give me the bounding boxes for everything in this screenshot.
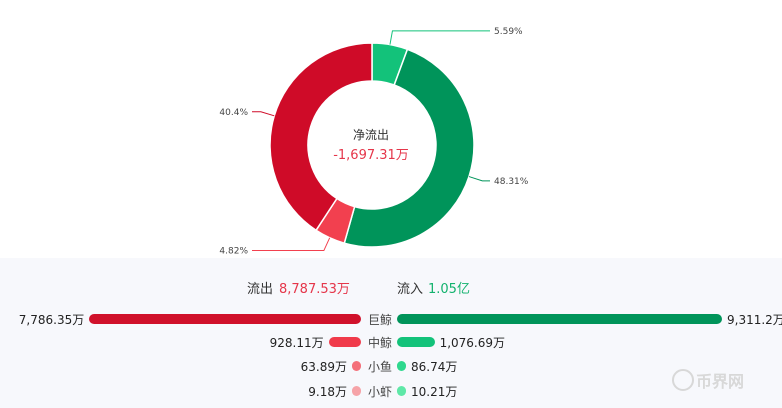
- donut-leader-line-2: [252, 237, 331, 252]
- inflow-total: 1.05亿: [428, 282, 470, 297]
- category-label-2: 小鱼: [368, 360, 393, 374]
- inflow-value-0: 9,311.2万: [727, 313, 782, 327]
- outflow-title: 流出: [247, 282, 274, 297]
- donut-slice-3: [269, 42, 373, 232]
- donut-slice-1: [343, 48, 475, 248]
- donut-leader-line-0: [389, 30, 490, 45]
- outflow-bar-3: [352, 386, 361, 396]
- donut-slice-label-1: 48.31%: [494, 177, 529, 187]
- category-label-0: 巨鲸: [368, 313, 393, 327]
- outflow-value-0: 7,786.35万: [18, 313, 85, 327]
- donut-center-label: 净流出: [352, 128, 389, 142]
- donut-slice-label-3: 40.4%: [219, 108, 248, 118]
- category-label-1: 中鲸: [368, 336, 393, 350]
- donut-chart-area: 5.59% 48.31% 4.82% 40.4% 净流出 -1,697.31万: [219, 26, 529, 257]
- donut-leader-line-3: [252, 111, 275, 117]
- inflow-bar-0: [397, 314, 722, 324]
- outflow-total: 8,787.53万: [279, 282, 350, 297]
- inflow-bar-1: [397, 337, 435, 347]
- inflow-bar-3: [397, 386, 406, 396]
- donut-slice-label-0: 5.59%: [494, 27, 523, 37]
- bitcoin-icon: [672, 369, 694, 391]
- inflow-value-1: 1,076.69万: [439, 336, 506, 350]
- watermark-logo-text: 币界网: [696, 372, 745, 391]
- outflow-bar-0: [89, 314, 361, 324]
- donut-chart: 5.59% 48.31% 4.82% 40.4%: [219, 27, 529, 257]
- donut-leader-line-1: [468, 176, 490, 182]
- outflow-value-2: 63.89万: [300, 360, 347, 374]
- inflow-value-3: 10.21万: [411, 385, 458, 399]
- inflow-bar-2: [397, 361, 406, 371]
- donut-slice-label-2: 4.82%: [219, 247, 248, 257]
- donut-center-value: -1,697.31万: [333, 148, 409, 163]
- outflow-bar-2: [352, 361, 361, 371]
- outflow-bar-1: [328, 337, 361, 347]
- category-label-3: 小虾: [368, 385, 393, 399]
- outflow-value-1: 928.11万: [269, 336, 324, 350]
- inflow-title: 流入: [397, 282, 424, 297]
- inflow-value-2: 86.74万: [411, 360, 458, 374]
- flow-summary-panel: 流出 8,787.53万 流入 1.05亿 7,786.35万 巨鲸 9,311.2…: [0, 258, 782, 408]
- outflow-value-3: 9.18万: [308, 385, 347, 399]
